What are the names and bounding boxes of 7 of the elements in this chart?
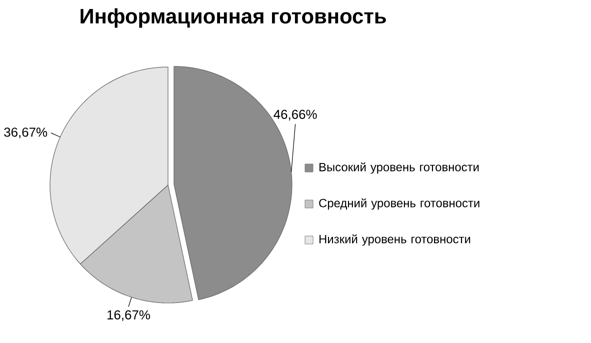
data-label: 46,66% xyxy=(274,110,317,120)
legend-label: Высокий уровень готовности xyxy=(320,162,479,174)
data-label: 36,67% xyxy=(4,128,48,138)
legend-label: Низкий уровень готовности xyxy=(320,234,470,246)
chart-title: Информационная готовность xyxy=(80,8,386,28)
legend-label: Средний уровень готовности xyxy=(319,198,480,210)
data-label: 16,67% xyxy=(108,310,150,321)
